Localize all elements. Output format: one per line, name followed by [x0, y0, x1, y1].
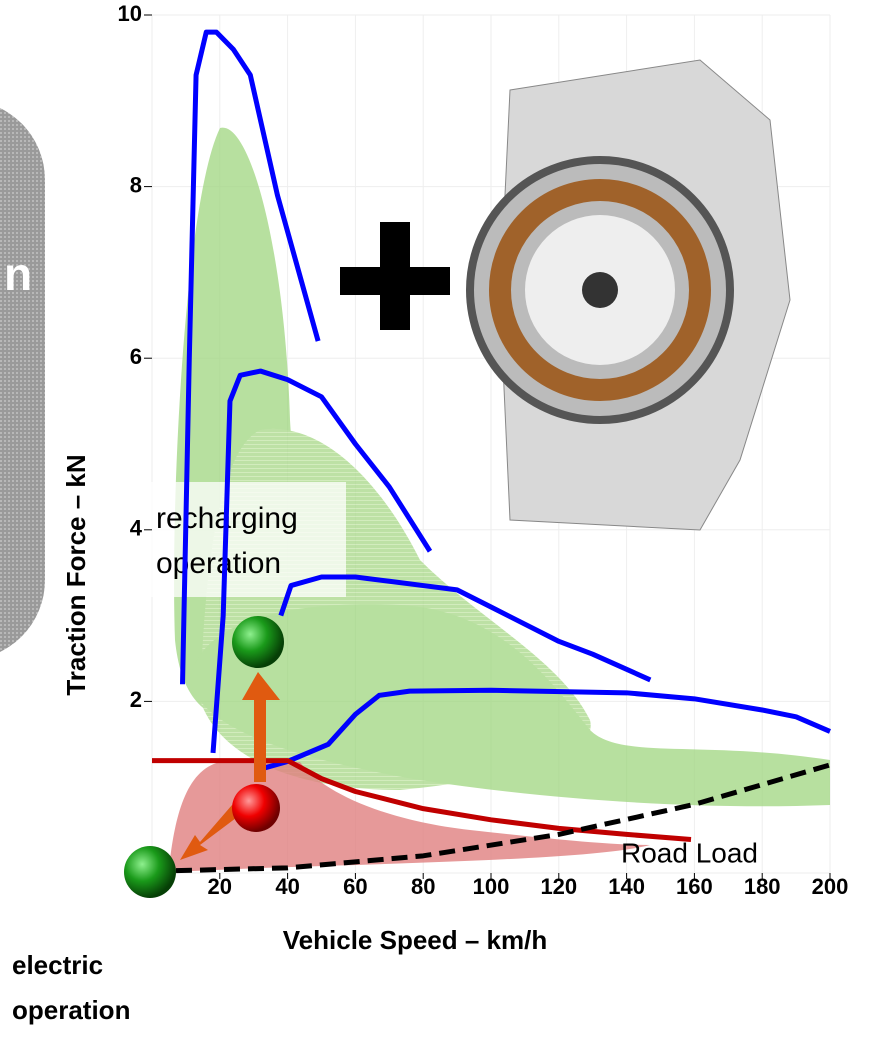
- y-tick-label: 4: [130, 516, 143, 541]
- x-tick-label: 140: [608, 874, 645, 899]
- x-axis-title: Vehicle Speed – km/h: [283, 925, 547, 955]
- motor-image: [470, 60, 790, 530]
- side-panel: [0, 100, 45, 660]
- x-tick-label: 60: [343, 874, 367, 899]
- y-tick-label: 2: [130, 687, 142, 712]
- series-label: Road Load: [621, 837, 758, 868]
- x-tick-label: 200: [812, 874, 849, 899]
- x-tick-label: 160: [676, 874, 713, 899]
- x-tick-label: 180: [744, 874, 781, 899]
- y-tick-label: 8: [130, 172, 142, 197]
- panel-text: n: [4, 248, 32, 300]
- annotation: operation: [12, 995, 130, 1025]
- annotation: operation: [156, 547, 281, 580]
- x-tick-label: 100: [473, 874, 510, 899]
- x-tick-label: 80: [411, 874, 435, 899]
- x-tick-label: 20: [208, 874, 232, 899]
- chart: n recharging operation 02040608010012014…: [0, 0, 873, 1040]
- y-tick-label: 10: [118, 1, 142, 26]
- y-axis-title: Traction Force – kN: [61, 454, 91, 695]
- annotation: electric: [12, 950, 103, 980]
- plus-sign: [340, 222, 450, 330]
- x-tick-label: 40: [275, 874, 299, 899]
- x-tick-label: 120: [540, 874, 577, 899]
- y-tick-label: 6: [130, 344, 142, 369]
